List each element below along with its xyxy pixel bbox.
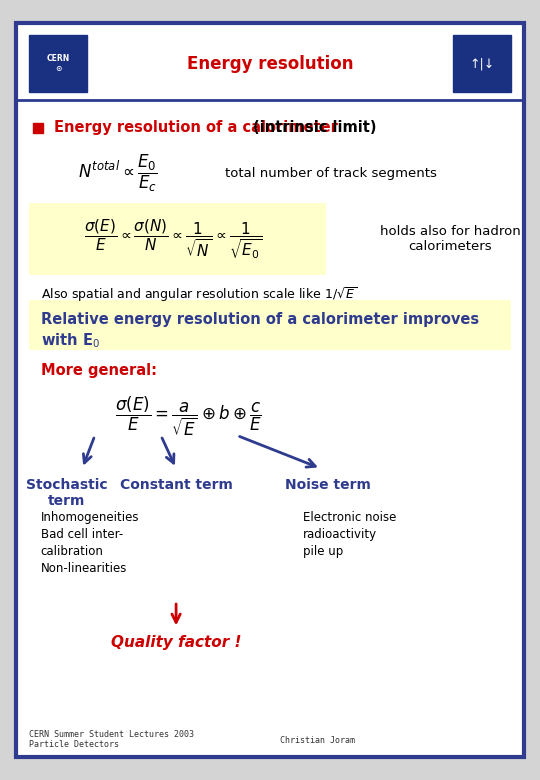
- Text: total number of track segments: total number of track segments: [225, 167, 437, 180]
- Text: with E$_0$: with E$_0$: [40, 332, 99, 350]
- Text: ↑|↓: ↑|↓: [470, 57, 495, 70]
- Bar: [29, 203, 326, 275]
- Text: Inhomogeneities
Bad cell inter-
calibration
Non-linearities: Inhomogeneities Bad cell inter- calibrat…: [40, 511, 139, 575]
- Text: Energy resolution of a calorimeter: Energy resolution of a calorimeter: [54, 120, 343, 135]
- Text: CERN Summer Student Lectures 2003: CERN Summer Student Lectures 2003: [29, 730, 194, 739]
- Text: holds also for hadron
calorimeters: holds also for hadron calorimeters: [380, 225, 521, 253]
- Bar: [453, 35, 511, 92]
- Text: $\dfrac{\sigma(E)}{E} \propto \dfrac{\sigma(N)}{N} \propto \dfrac{1}{\sqrt{N}} \: $\dfrac{\sigma(E)}{E} \propto \dfrac{\si…: [84, 217, 263, 261]
- Bar: [29, 300, 511, 349]
- Text: Energy resolution: Energy resolution: [187, 55, 353, 73]
- Text: CERN
⊙: CERN ⊙: [46, 55, 70, 73]
- Text: (intrinsic limit): (intrinsic limit): [253, 120, 377, 135]
- Text: Particle Detectors: Particle Detectors: [29, 740, 119, 750]
- Text: Constant term: Constant term: [120, 478, 233, 492]
- Text: Relative energy resolution of a calorimeter improves: Relative energy resolution of a calorime…: [40, 312, 478, 327]
- Text: Christian Joram: Christian Joram: [280, 736, 355, 745]
- Text: $N^{total} \propto \dfrac{E_0}{E_c}$: $N^{total} \propto \dfrac{E_0}{E_c}$: [78, 153, 158, 194]
- Text: Noise term: Noise term: [286, 478, 372, 492]
- Text: Quality factor !: Quality factor !: [111, 636, 241, 651]
- Text: Also spatial and angular resolution scale like $1/\sqrt{E}$: Also spatial and angular resolution scal…: [40, 285, 357, 304]
- Bar: [29, 35, 87, 92]
- Text: More general:: More general:: [40, 363, 157, 378]
- Text: Stochastic
term: Stochastic term: [26, 478, 108, 509]
- Text: Electronic noise
radioactivity
pile up: Electronic noise radioactivity pile up: [303, 511, 396, 558]
- Text: $\dfrac{\sigma(E)}{E} = \dfrac{a}{\sqrt{E}} \oplus b \oplus \dfrac{c}{E}$: $\dfrac{\sigma(E)}{E} = \dfrac{a}{\sqrt{…: [116, 395, 262, 438]
